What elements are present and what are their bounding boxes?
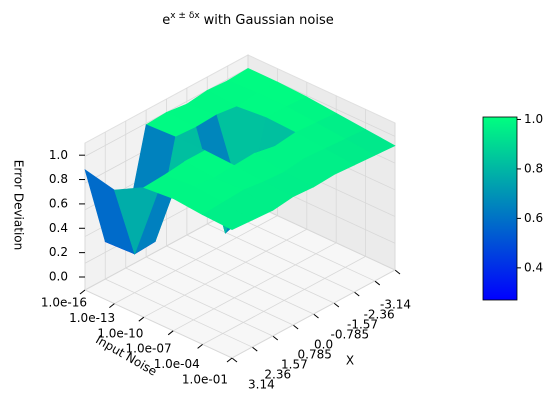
tick-mark: [79, 289, 86, 295]
z-tick-label: 0.8: [49, 172, 68, 186]
colorbar-tick-label: 0.8: [524, 161, 543, 175]
y-tick-label: 1.0e-07: [126, 342, 172, 356]
tick-mark: [138, 316, 145, 322]
y-tick-label: 1.0e-10: [97, 326, 143, 340]
y-tick-label: 1.0e-04: [154, 357, 200, 371]
tick-mark: [251, 346, 258, 352]
tick-mark: [197, 344, 203, 349]
z-tick-label: 0.6: [49, 197, 68, 211]
z-tick-label: 0.4: [49, 221, 68, 235]
colorbar: [482, 116, 518, 301]
tick-mark: [313, 313, 319, 319]
tick-mark: [272, 335, 279, 341]
tick-mark: [167, 330, 174, 336]
y-tick-label: 1.0e-16: [41, 296, 87, 310]
tick-mark: [353, 291, 360, 297]
x-tick-label: -2.36: [364, 307, 395, 321]
chart-title: ex ± δx with Gaussian noise: [162, 11, 334, 28]
colorbar-tick-label: 1.0: [524, 112, 543, 126]
x-tick-label: -0.785: [331, 328, 370, 342]
x-tick-label: 0.785: [298, 348, 332, 362]
x-tick-label: -1.57: [347, 318, 378, 332]
tick-mark: [333, 302, 340, 308]
x-tick-label: 0.0: [314, 338, 333, 352]
z-axis-label: Error Deviation: [12, 160, 26, 250]
x-tick-label: 3.14: [248, 378, 275, 392]
y-tick-label: 1.0e-01: [182, 373, 228, 387]
tick-mark: [374, 280, 381, 286]
tick-mark: [109, 303, 115, 308]
tick-mark: [226, 357, 233, 363]
x-axis-label: X: [346, 354, 354, 368]
x-tick-label: -3.14: [380, 298, 411, 312]
tick-mark: [231, 357, 238, 363]
z-tick-label: 1.0: [49, 148, 68, 162]
z-tick-label: 0.2: [49, 245, 68, 259]
surface-patch: [201, 202, 253, 231]
x-tick-label: 2.36: [264, 368, 291, 382]
z-tick-label: 0.0: [49, 270, 68, 284]
x-tick-label: 1.57: [281, 358, 308, 372]
y-tick-label: 1.0e-13: [69, 311, 115, 325]
colorbar-tick-label: 0.6: [524, 211, 543, 225]
tick-mark: [292, 324, 299, 330]
tick-mark: [394, 269, 401, 275]
colorbar-tick-label: 0.4: [524, 260, 543, 274]
